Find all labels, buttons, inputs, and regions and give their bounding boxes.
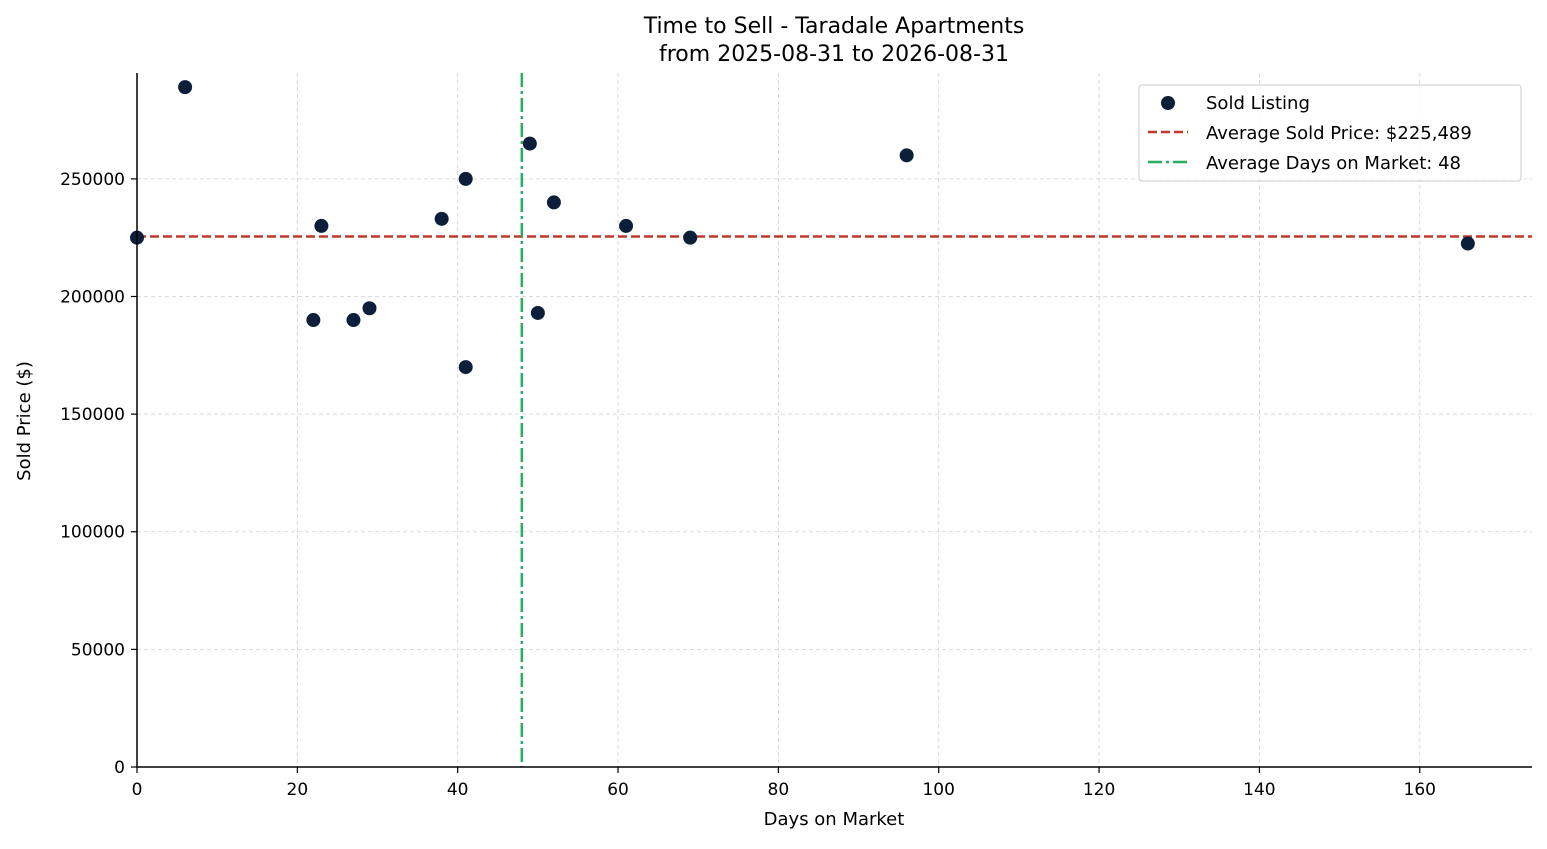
data-point — [458, 360, 473, 375]
data-point — [522, 136, 537, 151]
legend-label-avg-price: Average Sold Price: $225,489 — [1206, 123, 1472, 144]
data-point — [546, 195, 561, 210]
y-tick-label: 150000 — [60, 405, 125, 425]
y-axis-label: Sold Price ($) — [14, 361, 35, 481]
x-axis-label: Days on Market — [764, 809, 905, 830]
legend-label-avg-days: Average Days on Market: 48 — [1206, 153, 1461, 174]
x-tick-label: 0 — [132, 780, 143, 800]
y-tick-label: 200000 — [60, 287, 125, 307]
x-tick-label: 80 — [768, 780, 790, 800]
x-tick-label: 20 — [287, 780, 309, 800]
data-point — [362, 301, 377, 316]
reference-lines — [137, 73, 1532, 767]
data-point — [458, 171, 473, 186]
legend-box — [1138, 84, 1522, 182]
x-tick-label: 40 — [447, 780, 469, 800]
data-point — [306, 313, 321, 328]
legend: Sold Listing Average Sold Price: $225,48… — [1138, 84, 1522, 182]
x-tick-label: 140 — [1243, 780, 1275, 800]
y-tick-label: 0 — [114, 758, 125, 778]
data-point — [178, 80, 193, 95]
chart-subtitle: from 2025-08-31 to 2026-08-31 — [659, 42, 1009, 67]
x-tick-label: 160 — [1404, 780, 1436, 800]
y-tick-label: 50000 — [71, 640, 125, 660]
tick-labels: 0 20 40 60 80 100 120 140 160 0 50000 100000 150000 2… — [60, 170, 1436, 800]
legend-marker-sold-listing — [1161, 96, 1175, 110]
x-tick-label: 60 — [607, 780, 629, 800]
x-tick-label: 120 — [1083, 780, 1115, 800]
data-point — [619, 218, 634, 233]
data-point — [683, 230, 698, 245]
x-tick-label: 100 — [922, 780, 954, 800]
data-point — [530, 305, 545, 320]
chart-title: Time to Sell - Taradale Apartments — [643, 14, 1025, 39]
y-tick-label: 250000 — [60, 170, 125, 190]
axes — [131, 73, 1532, 773]
data-point — [314, 218, 329, 233]
data-point — [346, 313, 361, 328]
data-point — [1460, 236, 1475, 251]
data-point — [899, 148, 914, 163]
data-point — [434, 211, 449, 226]
legend-label-sold-listing: Sold Listing — [1206, 93, 1310, 114]
y-tick-label: 100000 — [60, 523, 125, 543]
